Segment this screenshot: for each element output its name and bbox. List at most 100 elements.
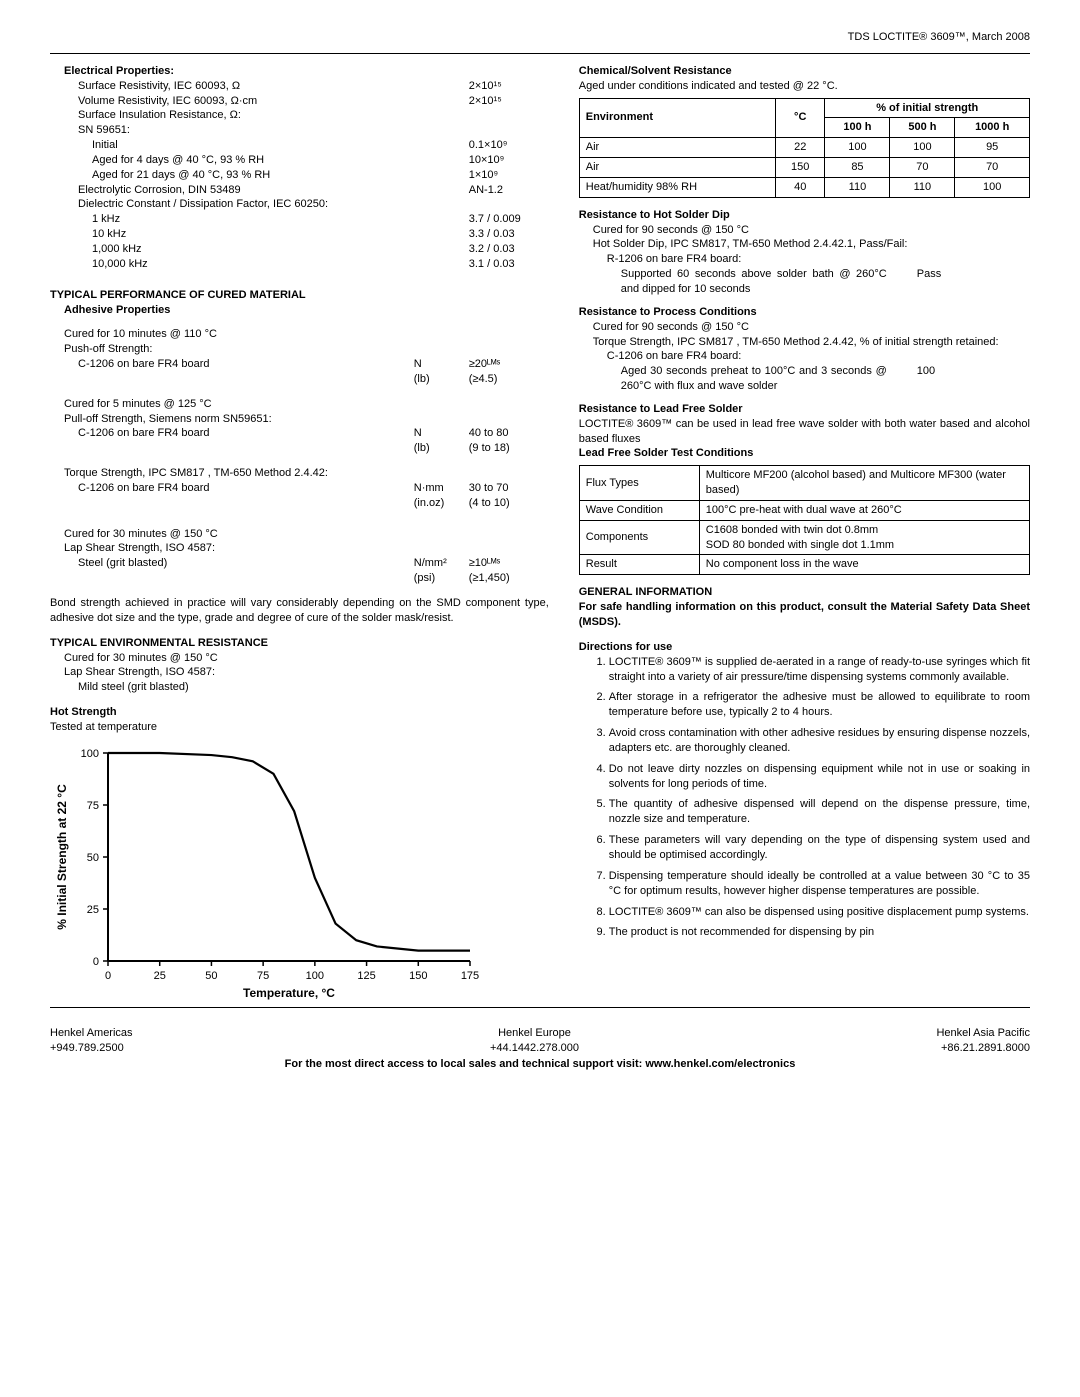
footer-left: Henkel Americas +949.789.2500 [50,1026,133,1056]
table-cell: No component loss in the wave [699,555,1029,575]
pushoff-lb-row: (lb) (≥4.5) [50,372,549,387]
svg-text:75: 75 [87,800,99,812]
footer-right: Henkel Asia Pacific +86.21.2891.8000 [936,1026,1030,1056]
proc-cured: Cured for 90 seconds @ 150 °C [579,320,1030,335]
table-cell: 85 [825,158,890,178]
list-item: Do not leave dirty nozzles on dispensing… [609,762,1030,792]
svg-text:Temperature, °C: Temperature, °C [243,986,335,1000]
chem-h-pct: % of initial strength [825,98,1030,118]
solder-result: Pass [887,267,1030,297]
chem-title: Chemical/Solvent Resistance [579,64,1030,79]
table-row: Flux TypesMulticore MF200 (alcohol based… [579,466,1029,501]
torque-val-inoz: (4 to 10) [469,496,549,511]
surface-resistivity: Surface Resistivity, IEC 60093, Ω2×10¹⁵ [50,79,549,94]
footer-mid: Henkel Europe +44.1442.278.000 [490,1026,579,1056]
pulloff-c1206: C-1206 on bare FR4 board N 40 to 80 [50,426,549,441]
dcdf-1khz-value: 3.7 / 0.009 [469,212,549,227]
table-cell: Heat/humidity 98% RH [579,177,775,197]
torque-unit-inoz: (in.oz) [414,496,469,511]
dir-title: Directions for use [579,640,1030,655]
torque-val-nmm: 30 to 70 [469,481,549,496]
footer-mid1: Henkel Europe [490,1026,579,1041]
svg-text:150: 150 [409,970,427,982]
chem-sub: Aged under conditions indicated and test… [579,79,1030,94]
blank [78,571,414,586]
sn-label: SN 59651: [50,123,549,138]
pulloff-label: Pull-off Strength, Siemens norm SN59651: [50,412,549,427]
electrolytic-corrosion-label: Electrolytic Corrosion, DIN 53489 [78,183,469,198]
footer-cols: Henkel Americas +949.789.2500 Henkel Eur… [50,1026,1030,1056]
table-row: ResultNo component loss in the wave [579,555,1029,575]
blank [78,441,414,456]
proc-title: Resistance to Process Conditions [579,305,1030,320]
hr-bottom [50,1007,1030,1008]
list-item: The quantity of adhesive dispensed will … [609,797,1030,827]
solder-cond: Supported 60 seconds above solder bath @… [621,267,887,297]
sir-21days-label: Aged for 21 days @ 40 °C, 93 % RH [92,168,469,183]
lapshear-label: Lap Shear Strength, ISO 4587: [50,541,549,556]
list-item: LOCTITE® 3609™ is supplied de-aerated in… [609,655,1030,685]
table-row: Wave Condition100°C pre-heat with dual w… [579,500,1029,520]
table-cell: 100 [890,138,955,158]
torque-unit-nmm: N·mm [414,481,469,496]
pushoff-unit-n: N [414,357,469,372]
lead-para: LOCTITE® 3609™ can be used in lead free … [579,417,1030,447]
pushoff-val-n: ≥20ᴸᴹˢ [469,357,549,372]
electrolytic-corrosion-value: AN-1.2 [469,183,549,198]
footer-mid2: +44.1442.278.000 [490,1041,579,1056]
svg-text:25: 25 [154,970,166,982]
sir-initial-label: Initial [92,138,469,153]
table-row: Air2210010095 [579,138,1029,158]
lead-table: Flux TypesMulticore MF200 (alcohol based… [579,465,1030,575]
solder-method: Hot Solder Dip, IPC SM817, TM-650 Method… [579,237,1030,252]
bond-para: Bond strength achieved in practice will … [50,596,549,626]
svg-text:100: 100 [81,748,99,760]
chem-table: Environment°C% of initial strength 100 h… [579,98,1030,198]
svg-text:100: 100 [306,970,324,982]
list-item: Dispensing temperature should ideally be… [609,869,1030,899]
pulloff-lb-row: (lb) (9 to 18) [50,441,549,456]
table-cell: Air [579,138,775,158]
sir-4days: Aged for 4 days @ 40 °C, 93 % RH10×10⁹ [50,153,549,168]
env-title: TYPICAL ENVIRONMENTAL RESISTANCE [50,636,549,651]
pushoff-board: C-1206 on bare FR4 board [78,357,414,372]
lapshear-unit-psi: (psi) [414,571,469,586]
svg-text:50: 50 [205,970,217,982]
proc-result: 100 [887,364,1030,394]
proc-result-row: Aged 30 seconds preheat to 100°C and 3 s… [579,364,1030,394]
pulloff-unit-lb: (lb) [414,441,469,456]
svg-text:0: 0 [93,956,99,968]
svg-text:25: 25 [87,904,99,916]
list-item: The product is not recommended for dispe… [609,925,1030,940]
env-steel: Mild steel (grit blasted) [50,680,549,695]
torque-inoz-row: (in.oz) (4 to 10) [50,496,549,511]
footer: Henkel Americas +949.789.2500 Henkel Eur… [50,1026,1030,1073]
table-cell: 110 [825,177,890,197]
table-cell: 40 [775,177,825,197]
pulloff-unit-n: N [414,426,469,441]
electrical-title: Electrical Properties: [50,64,549,79]
gen-title: GENERAL INFORMATION [579,585,1030,600]
chem-h-100h: 100 h [825,118,890,138]
solder-title: Resistance to Hot Solder Dip [579,208,1030,223]
solder-board: R-1206 on bare FR4 board: [579,252,1030,267]
chem-h-500h: 500 h [890,118,955,138]
chart-svg: 02550751001251501750255075100Temperature… [50,743,480,1003]
pushoff-label: Push-off Strength: [50,342,549,357]
sir-4days-label: Aged for 4 days @ 40 °C, 93 % RH [92,153,469,168]
dcdf-label: Dielectric Constant / Dissipation Factor… [50,197,549,212]
main-columns: Electrical Properties: Surface Resistivi… [50,64,1030,1003]
page-header: TDS LOCTITE® 3609™, March 2008 [50,30,1030,45]
table-cell: 100°C pre-heat with dual wave at 260°C [699,500,1029,520]
cured-110: Cured for 10 minutes @ 110 °C [50,327,549,342]
solder-cured: Cured for 90 seconds @ 150 °C [579,223,1030,238]
footer-bottom: For the most direct access to local sale… [50,1057,1030,1072]
chem-h-1000h: 1000 h [955,118,1030,138]
pushoff-val-lb: (≥4.5) [469,372,549,387]
blank [78,372,414,387]
lead-table-title: Lead Free Solder Test Conditions [579,446,1030,461]
table-cell: 95 [955,138,1030,158]
hot-title: Hot Strength [50,705,549,720]
table-cell: 70 [890,158,955,178]
list-item: LOCTITE® 3609™ can also be dispensed usi… [609,905,1030,920]
